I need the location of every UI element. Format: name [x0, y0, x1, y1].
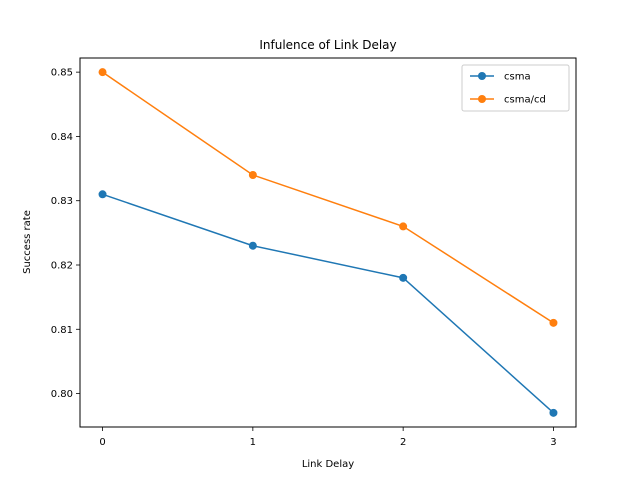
plot-frame [79, 57, 577, 428]
x-axis-label: Link Delay [302, 459, 354, 470]
plot-area [79, 57, 577, 428]
x-axis: 0 1 2 3 [99, 427, 557, 448]
y-tick-label: 0.81 [51, 325, 73, 336]
chart-title: Infulence of Link Delay [259, 38, 396, 52]
y-tick-label: 0.84 [51, 132, 73, 143]
data-point [399, 273, 408, 282]
data-point [248, 241, 257, 250]
x-tick-label: 3 [550, 437, 556, 448]
legend-label: csma [504, 72, 531, 83]
data-point [248, 171, 257, 179]
y-tick-label: 0.83 [51, 196, 73, 207]
x-tick-label: 0 [99, 437, 105, 448]
data-point [549, 408, 558, 417]
series-line-csma-cd [102, 71, 554, 324]
series-line-csma [102, 193, 554, 414]
data-point [98, 190, 107, 199]
y-tick-label: 0.85 [51, 68, 73, 79]
y-tick-label: 0.80 [51, 389, 73, 400]
legend: csma csma/cd [461, 64, 570, 112]
legend-label: csma/cd [504, 95, 546, 106]
y-axis-label: Success rate [22, 210, 33, 274]
data-point [549, 318, 558, 327]
x-tick-label: 1 [250, 437, 256, 448]
x-tick-label: 2 [400, 437, 406, 448]
data-point [399, 222, 408, 231]
legend-marker [478, 95, 486, 103]
y-tick-label: 0.82 [51, 261, 73, 272]
legend-marker [478, 72, 486, 80]
y-axis: 0.80 0.81 0.82 0.83 0.84 0.85 [51, 68, 80, 400]
series-layer [98, 68, 558, 417]
data-point [98, 68, 107, 77]
